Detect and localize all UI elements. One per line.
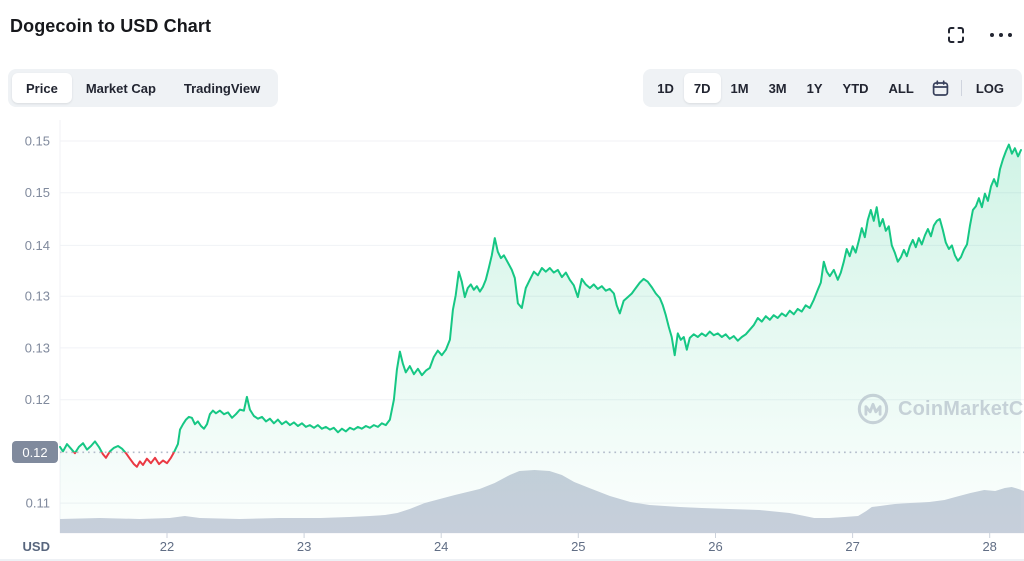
page-title: Dogecoin to USD Chart — [10, 16, 212, 36]
range-1m[interactable]: 1M — [721, 73, 759, 103]
y-axis-label: 0.13 — [25, 289, 50, 304]
price-area-fill — [60, 144, 1021, 533]
custom-date-range-button[interactable] — [924, 73, 957, 103]
bottom-divider — [0, 559, 1024, 561]
tab-tradingview[interactable]: TradingView — [170, 73, 274, 103]
toolbar-divider — [960, 80, 962, 96]
x-axis-label: 22 — [160, 539, 174, 554]
tab-price[interactable]: Price — [12, 73, 72, 103]
x-axis-label: 26 — [708, 539, 722, 554]
range-3m[interactable]: 3M — [759, 73, 797, 103]
y-axis-unit-label: USD — [23, 539, 50, 554]
range-1d[interactable]: 1D — [647, 73, 684, 103]
calendar-icon — [932, 79, 949, 96]
price-chart[interactable]: 0.15 0.15 0.14 0.13 0.13 0.12 0.11 22 23 24 25 26 27… — [0, 120, 1024, 561]
log-scale-toggle[interactable]: LOG — [966, 73, 1014, 103]
range-ytd[interactable]: YTD — [833, 73, 879, 103]
chart-type-tabs: Price Market Cap TradingView — [8, 69, 279, 107]
chart-canvas[interactable]: 0.15 0.15 0.14 0.13 0.13 0.12 0.11 22 23 24 25 26 27… — [0, 120, 1024, 561]
x-axis-label: 23 — [297, 539, 311, 554]
y-axis-label: 0.14 — [25, 238, 50, 253]
time-range-selector: 1D 7D 1M 3M 1Y YTD ALL LOG — [643, 69, 1022, 107]
range-7d[interactable]: 7D — [683, 73, 721, 103]
more-options-icon — [990, 33, 1012, 37]
fullscreen-icon — [948, 27, 964, 43]
price-line-up — [59, 143, 1022, 453]
range-1y[interactable]: 1Y — [797, 73, 833, 103]
y-axis-label: 0.13 — [25, 340, 50, 355]
y-axis-label: 0.15 — [25, 134, 50, 149]
y-axis-label: 0.15 — [25, 185, 50, 200]
y-axis-label: 0.11 — [26, 496, 50, 511]
range-all[interactable]: ALL — [879, 73, 924, 103]
more-options-button[interactable] — [987, 24, 1015, 46]
x-axis-label: 24 — [434, 539, 448, 554]
y-axis-label: 0.12 — [25, 392, 50, 407]
current-price-label: 0.12 — [12, 441, 58, 464]
x-axis-label: 28 — [982, 539, 996, 554]
tab-market-cap[interactable]: Market Cap — [72, 73, 170, 103]
x-axis-label: 27 — [845, 539, 859, 554]
x-axis-label: 25 — [571, 539, 585, 554]
fullscreen-button[interactable] — [945, 24, 967, 46]
